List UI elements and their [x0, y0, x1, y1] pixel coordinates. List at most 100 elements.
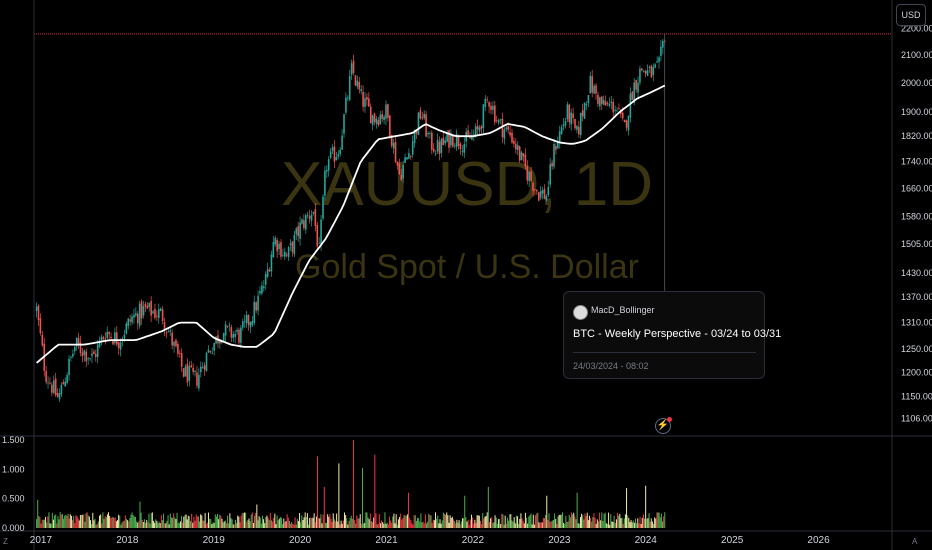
idea-tooltip[interactable]: MacD_Bollinger BTC - Weekly Perspective … [563, 291, 781, 379]
volume-bar [391, 522, 393, 528]
volume-bar [409, 517, 411, 528]
candle-body [110, 336, 112, 339]
volume-bar [39, 517, 41, 528]
divider [573, 352, 756, 353]
candle-body [335, 156, 338, 161]
candle-body [192, 367, 194, 372]
volume-bar [303, 517, 305, 528]
candle-body [226, 325, 229, 327]
volume-bar [569, 517, 571, 528]
volume-bar [250, 514, 252, 528]
volume-bar [603, 513, 605, 528]
volume-bar [132, 515, 134, 528]
volume-bar [402, 517, 404, 528]
price-tick-label: 2000.000 [901, 78, 932, 88]
volume-bar [635, 518, 637, 528]
volume-bar [619, 513, 621, 528]
candle-body [81, 352, 84, 357]
price-tick-label: 1200.000 [901, 367, 932, 377]
candle-body [68, 358, 70, 376]
auto-scale-icon[interactable]: A [912, 537, 918, 546]
candle-body [413, 129, 416, 143]
volume-bar [549, 521, 551, 528]
volume-bar [213, 522, 215, 528]
moving-average-line [36, 84, 666, 364]
candle-body [425, 114, 427, 137]
candle-body [621, 112, 624, 119]
volume-bar [663, 516, 665, 528]
volume-bar [238, 516, 240, 528]
volume-bar [404, 515, 406, 528]
volume-bar [95, 524, 97, 528]
volume-bar [585, 516, 587, 528]
volume-bar [311, 518, 313, 528]
idea-title[interactable]: BTC - Weekly Perspective - 03/24 to 03/3… [573, 328, 782, 340]
candle-body [469, 136, 471, 139]
candle-body [180, 353, 183, 367]
volume-bar [333, 519, 335, 528]
volume-bar [651, 521, 653, 528]
volume-bar [542, 517, 544, 528]
volume-bar [149, 523, 151, 528]
volume-bar [486, 512, 488, 528]
candle-body [205, 352, 208, 372]
symbol-watermark: XAUUSD, 1D Gold Spot / U.S. Dollar [281, 150, 653, 286]
candle-body [358, 81, 361, 90]
volume-bar [505, 523, 507, 528]
volume-bar [268, 520, 270, 528]
candle-body [140, 301, 143, 319]
volume-bar [342, 520, 344, 528]
candle-body [379, 114, 382, 125]
volume-bar [583, 519, 585, 528]
candle-body [305, 215, 307, 230]
volume-bar [662, 521, 664, 528]
volume-bar [249, 521, 251, 528]
timezone-icon[interactable]: Z [3, 537, 8, 546]
volume-bar [119, 515, 121, 528]
candle-body [417, 112, 420, 135]
volume-bar [478, 515, 480, 528]
volume-bar [393, 513, 395, 528]
candle-body [333, 146, 336, 162]
volume-bar [66, 515, 68, 528]
volume-bar [630, 519, 632, 528]
volume-tick-label: 1.000 [2, 464, 25, 474]
volume-bar [360, 523, 362, 528]
currency-button[interactable]: USD [896, 4, 926, 26]
volume-bar [432, 519, 434, 528]
volume-bar [122, 521, 124, 528]
candle-body [66, 375, 68, 383]
volume-bar [324, 522, 326, 528]
volume-bar [156, 520, 158, 528]
candle-body [285, 254, 288, 256]
lightning-icon[interactable]: ⚡ [655, 417, 672, 434]
candle-body [490, 105, 492, 110]
volume-bar [233, 524, 235, 528]
candle-body [440, 139, 443, 153]
candle-body [112, 340, 114, 345]
candle-body [616, 110, 618, 112]
volume-bar [350, 515, 352, 528]
volume-bar [224, 520, 226, 528]
candle-body [648, 67, 651, 69]
volume-bar [403, 514, 405, 528]
author-name[interactable]: MacD_Bollinger [591, 305, 655, 315]
candle-body [369, 106, 372, 124]
volume-bar [141, 519, 143, 528]
volume-bar [461, 518, 463, 528]
volume-bar [282, 523, 284, 528]
volume-bar [548, 513, 550, 528]
volume-bar [401, 519, 403, 528]
volume-bar [496, 523, 498, 528]
volume-bar [209, 518, 211, 528]
candle-body [644, 70, 647, 74]
volume-bar [576, 492, 578, 528]
volume-bar [608, 512, 610, 528]
volume-bar [477, 515, 479, 528]
candle-body [41, 334, 44, 346]
candle-body [314, 209, 317, 226]
candle-body [618, 108, 620, 109]
volume-bar [503, 524, 505, 528]
candle-body [308, 216, 311, 219]
